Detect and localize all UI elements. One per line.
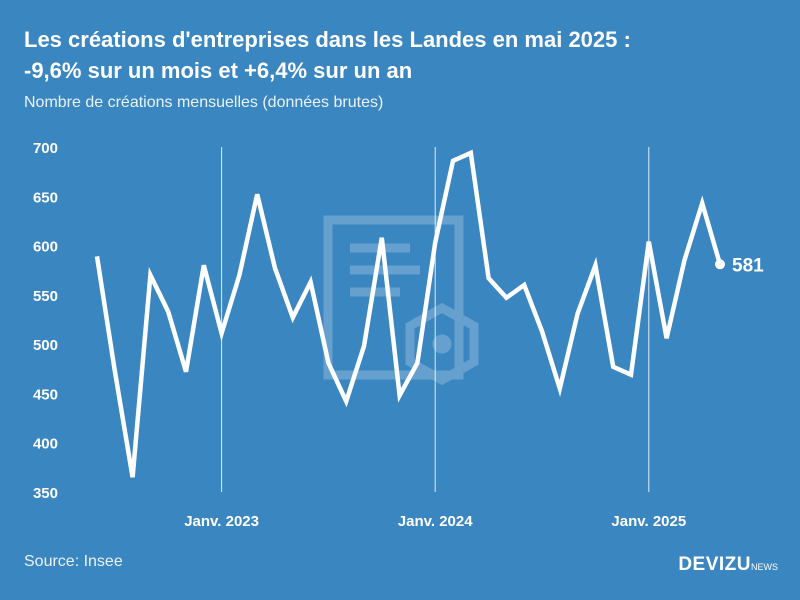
x-tick-label: Janv. 2025 [611,513,686,530]
y-tick-label: 600 [33,239,58,256]
chart-title: Les créations d'entreprises dans les Lan… [24,24,784,86]
x-tick-label: Janv. 2023 [184,513,259,530]
y-tick-label: 350 [33,485,58,502]
y-axis: 350 400 450 500 550 600 650 700 [33,140,58,502]
source-note: Source: Insee [24,553,123,570]
brand-logo: DEVIZUNEWS [678,554,778,576]
brand-suffix: NEWS [751,562,778,572]
y-tick-label: 550 [33,288,58,305]
y-tick-label: 700 [33,140,58,157]
y-tick-label: 400 [33,436,58,453]
y-tick-label: 500 [33,337,58,354]
series-line [94,149,723,478]
series-group: 581 [94,149,764,478]
chart-title-line-1: Les créations d'entreprises dans les Lan… [24,27,631,52]
end-value-label: 581 [732,255,764,276]
brand-name: DEVIZU [678,554,751,575]
y-tick-label: 650 [33,189,58,206]
x-tick-label: Janv. 2024 [398,513,473,530]
end-point-marker [715,259,725,270]
y-tick-label: 450 [33,386,58,403]
chart-subtitle: Nombre de créations mensuelles (données … [24,94,384,111]
watermark-icon [323,215,479,386]
x-axis: Janv. 2023 Janv. 2024 Janv. 2025 [184,147,686,530]
chart-title-line-2: -9,6% sur un mois et +6,4% sur un an [24,58,413,83]
